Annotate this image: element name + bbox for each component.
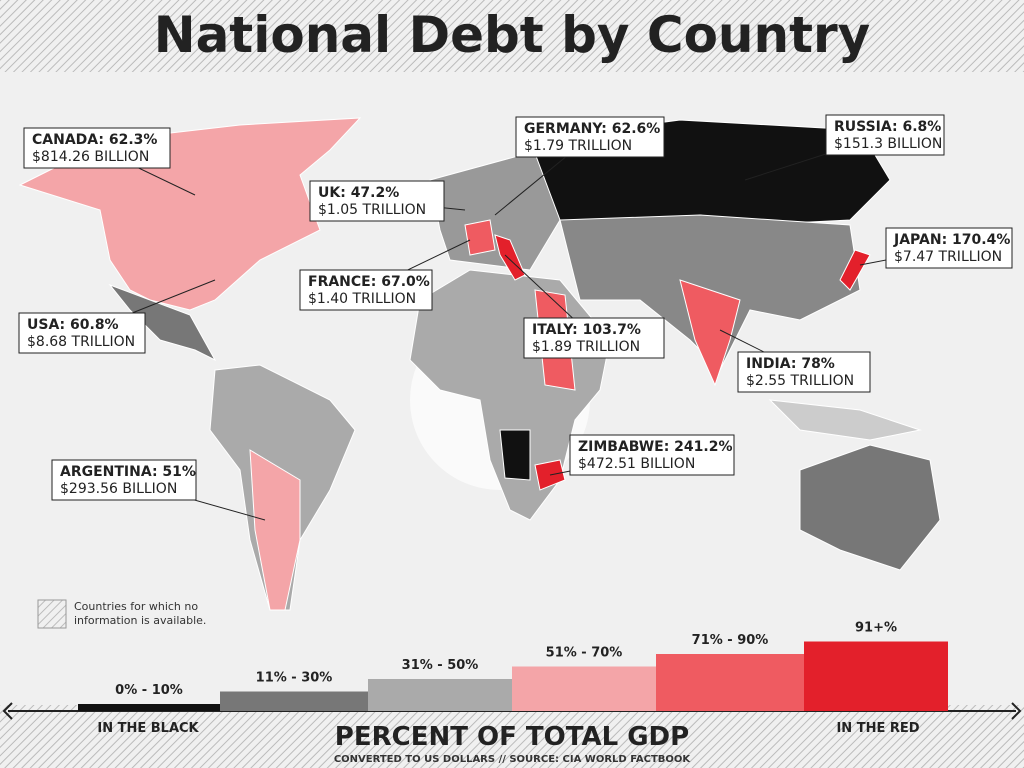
callout-box <box>299 269 433 311</box>
callout-box <box>23 127 171 169</box>
callout-country: USA: 60.8% <box>27 317 119 333</box>
callout-box <box>885 227 1013 269</box>
note-line: Countries for which no <box>74 600 198 613</box>
note-line: information is available. <box>74 614 206 627</box>
legend-range: 0% - 10% <box>115 683 183 698</box>
callout-amount: $472.51 BILLION <box>578 456 695 472</box>
callout: ARGENTINA: 51%$293.56 BILLION <box>51 459 266 521</box>
callout: INDIA: 78%$2.55 TRILLION <box>719 329 871 393</box>
callout-box <box>515 116 665 158</box>
legend-swatch <box>78 704 220 711</box>
callout-amount: $1.40 TRILLION <box>308 291 416 307</box>
legend-range: 31% - 50% <box>402 658 479 673</box>
callout-country: GERMANY: 62.6% <box>524 121 660 137</box>
callout-amount: $814.26 BILLION <box>32 149 149 165</box>
footnote: CONVERTED TO US DOLLARS // SOURCE: CIA W… <box>334 754 692 765</box>
callout-country: INDIA: 78% <box>746 356 835 372</box>
callouts: CANADA: 62.3%$814.26 BILLION GERMANY: 62.… <box>18 114 1013 521</box>
legend-range: 71% - 90% <box>692 633 769 648</box>
legend-range: 51% - 70% <box>546 646 623 661</box>
callout-country: JAPAN: 170.4% <box>893 232 1010 248</box>
callout-amount: $1.89 TRILLION <box>532 339 640 355</box>
callout-box <box>523 317 665 359</box>
callout: FRANCE: 67.0%$1.40 TRILLION <box>299 239 471 311</box>
callout-amount: $1.05 TRILLION <box>318 202 426 218</box>
callout-country: UK: 47.2% <box>318 185 399 201</box>
callout-amount: $7.47 TRILLION <box>894 249 1002 265</box>
map <box>18 117 941 611</box>
callout-box <box>309 180 445 222</box>
callout: GERMANY: 62.6%$1.79 TRILLION <box>494 116 665 216</box>
legend-swatch <box>656 654 804 711</box>
callout-box <box>825 114 945 156</box>
title: National Debt by Country <box>154 6 871 64</box>
callout-box <box>51 459 197 501</box>
legend-range: 91+% <box>855 621 897 636</box>
callout-box <box>569 434 735 476</box>
bottom-band <box>0 705 1024 768</box>
callout-country: ARGENTINA: 51% <box>60 464 196 480</box>
callout: UK: 47.2%$1.05 TRILLION <box>309 180 466 222</box>
callout-country: ITALY: 103.7% <box>532 322 641 338</box>
callout-country: CANADA: 62.3% <box>32 132 157 148</box>
legend-swatch <box>804 641 948 711</box>
callout: ZIMBABWE: 241.2%$472.51 BILLION <box>549 434 735 476</box>
callout: JAPAN: 170.4%$7.47 TRILLION <box>859 227 1013 269</box>
callout-amount: $293.56 BILLION <box>60 481 177 497</box>
legend-range: 11% - 30% <box>256 671 333 686</box>
legend-swatch <box>220 691 368 711</box>
legend-low: IN THE BLACK <box>97 721 199 736</box>
legend-title: PERCENT OF TOTAL GDP <box>335 722 689 752</box>
callout: RUSSIA: 6.8%$151.3 BILLION <box>744 114 945 181</box>
no-info-note: Countries for which no information is av… <box>37 599 206 629</box>
callout-amount: $1.79 TRILLION <box>524 138 632 154</box>
legend-high: IN THE RED <box>836 721 919 736</box>
callout: ITALY: 103.7%$1.89 TRILLION <box>504 254 665 359</box>
callout-amount: $151.3 BILLION <box>834 136 942 152</box>
callout: CANADA: 62.3%$814.26 BILLION <box>23 127 196 196</box>
legend: IN THE BLACK IN THE RED PERCENT OF TOTAL… <box>2 621 1022 765</box>
callout-country: RUSSIA: 6.8% <box>834 119 941 135</box>
legend-swatch <box>512 666 656 711</box>
callout-country: FRANCE: 67.0% <box>308 274 430 290</box>
callout-amount: $2.55 TRILLION <box>746 373 854 389</box>
callout-box <box>737 351 871 393</box>
callout-amount: $8.68 TRILLION <box>27 334 135 350</box>
callout-country: ZIMBABWE: 241.2% <box>578 439 733 455</box>
legend-swatch <box>368 679 512 711</box>
top-band <box>0 0 1024 72</box>
callout: USA: 60.8%$8.68 TRILLION <box>18 279 216 354</box>
callout-box <box>18 312 146 354</box>
